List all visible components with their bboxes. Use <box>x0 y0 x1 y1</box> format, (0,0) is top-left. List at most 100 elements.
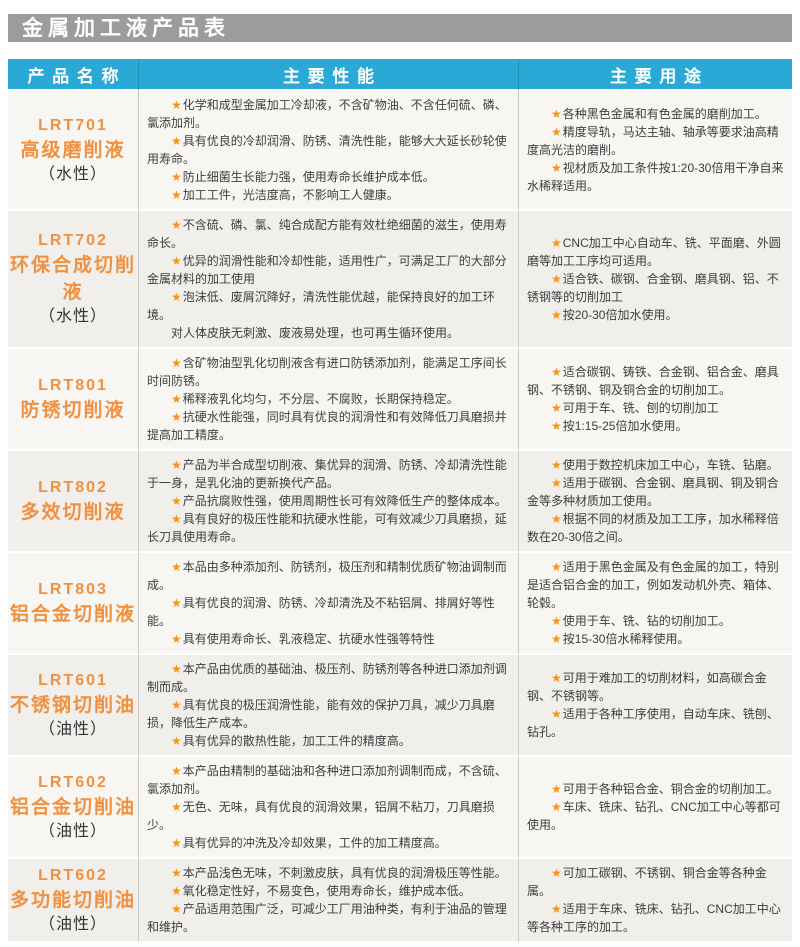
performance-item: ★化学和成型金属加工冷却液，不含矿物油、不含任何硫、磷、氯添加剂。 <box>147 96 510 132</box>
performance-cell: ★本产品由优质的基础油、极压剂、防锈剂等各种进口添加剂调制而成。 ★具有优良的极压… <box>138 655 518 757</box>
star-icon: ★ <box>171 662 182 676</box>
uses-cell: ★可加工碳钢、不锈钢、铜合金等各种金属。 ★适用于车床、铣床、钻孔、CNC加工中心… <box>518 859 792 943</box>
products-table-body: LRT701 高级磨削液 （水性） ★化学和成型金属加工冷却液，不含矿物油、不含任何硫… <box>8 91 792 943</box>
performance-item: ★泡沫低、废屑沉降好，清洗性能优越，能保持良好的加工环境。 <box>147 288 510 324</box>
table-row: LRT701 高级磨削液 （水性） ★化学和成型金属加工冷却液，不含矿物油、不含任何硫… <box>8 91 792 211</box>
performance-item: ★具有使用寿命长、乳液稳定、抗硬水性强等特性 <box>147 630 510 648</box>
performance-item: ★具有良好的极压性能和抗硬水性能，可有效减少刀具磨损，延长刀具使用寿命。 <box>147 510 510 546</box>
performance-cell: ★产品为半合成型切削液、集优异的润滑、防锈、冷却清洗性能于一身，是乳化油的更新换… <box>138 451 518 553</box>
uses-cell: ★各种黑色金属和有色金属的磨削加工。 ★精度导轨，马达主轴、轴承等要求油高精度高光… <box>518 91 792 211</box>
star-icon: ★ <box>551 866 562 880</box>
uses-item-text: 可用于难加工的切削材料，如高碳合金钢、不锈钢等。 <box>527 671 767 703</box>
star-icon: ★ <box>171 884 182 898</box>
star-icon: ★ <box>551 512 562 526</box>
product-type: （油性） <box>38 721 107 739</box>
performance-item-text: 防止细菌生长能力强，使用寿命长维护成本低。 <box>182 170 435 184</box>
products-table: 产品名称 主要性能 主要用途 LRT701 高级磨削液 （水性） ★化学和成型金属加工… <box>8 59 792 943</box>
uses-item-text: 可用于各种铝合金、铜合金的切削加工。 <box>562 782 779 796</box>
uses-item: ★精度导轨，马达主轴、轴承等要求油高精度高光洁的磨削。 <box>527 123 784 159</box>
performance-item-text: 具有优异的冲洗及冷却效果，工件的加工精度高。 <box>182 836 447 850</box>
uses-item-text: 各种黑色金属和有色金属的磨削加工。 <box>562 107 767 121</box>
uses-item-text: 根据不同的材质及加工工序，加水稀释倍数在20-30倍之间。 <box>527 512 779 544</box>
star-icon: ★ <box>551 632 562 646</box>
performance-item: ★含矿物油型乳化切削液含有进口防锈添加剂，能满足工序间长时间防锈。 <box>147 354 510 390</box>
product-code: LRT702 <box>38 232 108 250</box>
star-icon: ★ <box>551 560 562 574</box>
uses-item-text: 视材质及加工条件按1:20-30倍用干净自来水稀释适用。 <box>527 161 784 193</box>
product-name: 铝合金切削液 <box>10 603 137 625</box>
star-icon: ★ <box>551 419 562 433</box>
performance-item-text: 产品抗腐败性强，使用周期性长可有效降低生产的整体成本。 <box>182 494 507 508</box>
star-icon: ★ <box>551 614 562 628</box>
table-row: LRT602 多功能切削油 （油性） ★本产品浅色无味，不刺激皮肤，具有优良的润滑极压… <box>8 859 792 943</box>
star-icon: ★ <box>551 782 562 796</box>
performance-item-text: 不含硫、磷、氯、纯合成配方能有效杜绝细菌的滋生，使用寿命长。 <box>147 218 507 250</box>
product-name-cell: LRT702 环保合成切削液 （水性） <box>8 211 138 349</box>
product-code: LRT602 <box>38 773 108 791</box>
product-type: （油性） <box>38 823 107 841</box>
performance-item: ★产品为半合成型切削液、集优异的润滑、防锈、冷却清洗性能于一身，是乳化油的更新换… <box>147 456 510 492</box>
performance-item: ★优异的润滑性能和冷却性能，适用性广，可满足工厂的大部分金属材料的加工使用 <box>147 252 510 288</box>
product-name: 多效切削液 <box>20 501 126 523</box>
uses-item-text: 按15-30倍水稀释使用。 <box>562 632 690 646</box>
performance-item-text: 本品由多种添加剂、防锈剂，极压剂和精制优质矿物油调制而成。 <box>147 560 507 592</box>
performance-item: ★氧化稳定性好，不易变色，使用寿命长，维护成本低。 <box>147 882 510 900</box>
table-row: LRT801 防锈切削液 ★含矿物油型乳化切削液含有进口防锈添加剂，能满足工序间长时… <box>8 349 792 451</box>
star-icon: ★ <box>171 596 182 610</box>
uses-cell: ★可用于难加工的切削材料，如高碳合金钢、不锈钢等。 ★适用于各种工序使用，自动车床… <box>518 655 792 757</box>
product-name: 多功能切削油 <box>10 889 137 911</box>
page-title: 金属加工液产品表 <box>22 16 230 40</box>
star-icon: ★ <box>551 902 562 916</box>
uses-item-text: CNC加工中心自动车、铣、平面磨、外圆磨等加工工序均可适用。 <box>527 236 781 268</box>
uses-cell: ★CNC加工中心自动车、铣、平面磨、外圆磨等加工工序均可适用。 ★适合铁、碳钢、合… <box>518 211 792 349</box>
performance-cell: ★不含硫、磷、氯、纯合成配方能有效杜绝细菌的滋生，使用寿命长。 ★优异的润滑性能和… <box>138 211 518 349</box>
uses-item: ★可用于难加工的切削材料，如高碳合金钢、不锈钢等。 <box>527 669 784 705</box>
uses-cell: ★可用于各种铝合金、铜合金的切削加工。 ★车床、铣床、钻孔、CNC加工中心等都可使… <box>518 757 792 859</box>
uses-item: ★根据不同的材质及加工工序，加水稀释倍数在20-30倍之间。 <box>527 510 784 546</box>
product-name-cell: LRT701 高级磨削液 （水性） <box>8 91 138 211</box>
uses-item: ★可用于各种铝合金、铜合金的切削加工。 <box>527 780 784 798</box>
star-icon: ★ <box>551 458 562 472</box>
uses-cell: ★使用于数控机床加工中心，车铣、钻磨。 ★适用于碳钢、合金钢、磨具钢、铜及铜合金等… <box>518 451 792 553</box>
uses-item-text: 按1:15-25倍加水使用。 <box>562 419 688 433</box>
table-row: LRT702 环保合成切削液 （水性） ★不含硫、磷、氯、纯合成配方能有效杜绝细菌的滋… <box>8 211 792 349</box>
uses-item-text: 使用于数控机床加工中心，车铣、钻磨。 <box>562 458 779 472</box>
table-row: LRT802 多效切削液 ★产品为半合成型切削液、集优异的润滑、防锈、冷却清洗性能于… <box>8 451 792 553</box>
uses-item-text: 使用于车、铣、钻的切削加工。 <box>562 614 731 628</box>
product-name-cell: LRT602 铝合金切削油 （油性） <box>8 757 138 859</box>
uses-cell: ★适用于黑色金属及有色金属的加工，特别是适合铝合金的加工，例如发动机外壳、箱体、… <box>518 553 792 655</box>
performance-item-text: 产品适用范围广泛，可减少工厂用油种类，有利于油品的管理和维护。 <box>147 902 507 934</box>
performance-cell: ★含矿物油型乳化切削液含有进口防锈添加剂，能满足工序间长时间防锈。 ★稀释液乳化均… <box>138 349 518 451</box>
star-icon: ★ <box>171 560 182 574</box>
performance-item: ★本产品由精制的基础油和各种进口添加剂调制而成，不含硫、氯添加剂。 <box>147 762 510 798</box>
star-icon: ★ <box>171 290 182 304</box>
uses-item: ★CNC加工中心自动车、铣、平面磨、外圆磨等加工工序均可适用。 <box>527 234 784 270</box>
star-icon: ★ <box>551 401 562 415</box>
star-icon: ★ <box>551 107 562 121</box>
product-name-cell: LRT602 多功能切削油 （油性） <box>8 859 138 943</box>
product-name: 不锈钢切削油 <box>10 694 137 716</box>
performance-cell: ★本产品由精制的基础油和各种进口添加剂调制而成，不含硫、氯添加剂。 ★无色、无味，… <box>138 757 518 859</box>
performance-item-text: 具有良好的极压性能和抗硬水性能，可有效减少刀具磨损，延长刀具使用寿命。 <box>147 512 507 544</box>
uses-item: ★适用于黑色金属及有色金属的加工，特别是适合铝合金的加工，例如发动机外壳、箱体、… <box>527 558 784 612</box>
star-icon: ★ <box>551 161 562 175</box>
star-icon: ★ <box>171 254 182 268</box>
table-header: 产品名称 主要性能 主要用途 <box>8 59 792 91</box>
uses-cell: ★适合碳钢、铸铁、合金钢、铝合金、磨具钢、不锈钢、铜及铜合金的切削加工。 ★可用于… <box>518 349 792 451</box>
uses-item: ★适用于各种工序使用，自动车床、铣刨、钻孔。 <box>527 705 784 741</box>
performance-item-text: 本产品浅色无味，不刺激皮肤，具有优良的润滑极压等性能。 <box>182 866 507 880</box>
star-icon: ★ <box>551 800 562 814</box>
product-code: LRT803 <box>38 580 108 598</box>
product-name-cell: LRT601 不锈钢切削油 （油性） <box>8 655 138 757</box>
performance-item: ★具有优良的润滑、防锈、冷却清洗及不粘铝屑、排屑好等性能。 <box>147 594 510 630</box>
product-name: 环保合成切削液 <box>10 255 137 303</box>
table-row: LRT601 不锈钢切削油 （油性） ★本产品由优质的基础油、极压剂、防锈剂等各种进口… <box>8 655 792 757</box>
table-row: LRT803 铝合金切削液 ★本品由多种添加剂、防锈剂，极压剂和精制优质矿物油调制而… <box>8 553 792 655</box>
performance-item-text: 优异的润滑性能和冷却性能，适用性广，可满足工厂的大部分金属材料的加工使用 <box>147 254 507 286</box>
star-icon: ★ <box>171 392 182 406</box>
performance-item: ★不含硫、磷、氯、纯合成配方能有效杜绝细菌的滋生，使用寿命长。 <box>147 216 510 252</box>
uses-item-text: 按20-30倍加水使用。 <box>562 308 678 322</box>
uses-item: ★按1:15-25倍加水使用。 <box>527 417 784 435</box>
column-header-uses: 主要用途 <box>518 59 792 91</box>
product-code: LRT701 <box>38 116 108 134</box>
